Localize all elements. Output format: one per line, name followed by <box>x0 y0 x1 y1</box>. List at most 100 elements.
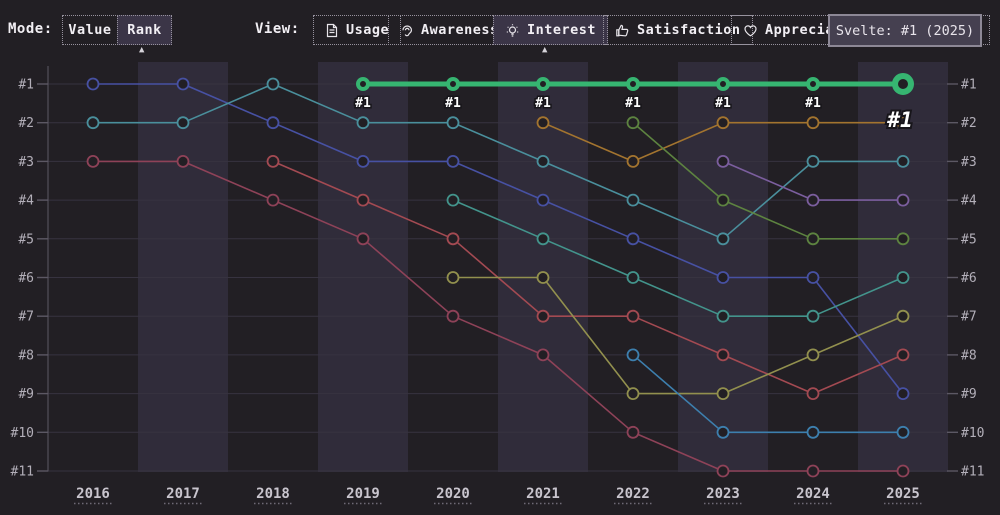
series-point-series-teal-2-2020[interactable] <box>446 193 460 207</box>
year-axis-label[interactable]: 2025 <box>886 486 920 502</box>
series-point-series-teal-2022[interactable] <box>626 193 640 207</box>
view-awareness-button[interactable]: Awareness <box>388 15 511 45</box>
series-point-series-indigo-2024[interactable] <box>806 271 820 284</box>
mode-rank-button[interactable]: Rank <box>117 15 172 45</box>
series-point-series-teal-2021[interactable] <box>536 154 550 168</box>
year-axis-label[interactable]: 2021 <box>526 486 560 502</box>
series-point-series-indigo-2021[interactable] <box>536 193 550 207</box>
series-point-series-rose-2023[interactable] <box>716 464 730 478</box>
series-point-series-red-2023[interactable] <box>716 348 730 362</box>
view-satisfaction-label: Satisfaction <box>637 22 741 38</box>
year-axis-label[interactable]: 2018 <box>256 486 290 502</box>
series-point-series-indigo-2018[interactable] <box>266 116 280 130</box>
series-point-series-orange-2022[interactable] <box>626 154 640 168</box>
view-interest-button[interactable]: Interest <box>493 15 609 45</box>
year-band <box>678 62 768 472</box>
series-point-series-purple-2023[interactable] <box>716 154 730 168</box>
series-point-svelte-2019[interactable] <box>356 77 370 91</box>
rank-axis-label-right: #1 <box>961 78 977 93</box>
series-point-series-indigo-2020[interactable] <box>446 154 460 168</box>
year-axis-label[interactable]: 2022 <box>616 486 650 502</box>
series-point-series-green-2023[interactable] <box>716 193 730 207</box>
series-point-series-olive-2021[interactable] <box>536 271 550 284</box>
series-point-series-teal-2024[interactable] <box>806 154 820 168</box>
year-axis-label[interactable]: 2017 <box>166 486 200 502</box>
series-point-series-teal-2017[interactable] <box>176 116 190 130</box>
series-point-series-teal-2019[interactable] <box>356 116 370 130</box>
series-point-series-teal-2016[interactable] <box>86 116 100 130</box>
series-point-series-teal-2-2023[interactable] <box>716 309 730 323</box>
mode-value-button[interactable]: Value <box>62 15 118 45</box>
view-usage-button[interactable]: Usage <box>313 15 402 45</box>
series-point-series-purple-2025[interactable] <box>896 193 910 207</box>
series-point-series-rose-2025[interactable] <box>896 464 910 478</box>
series-point-series-red-2021[interactable] <box>536 309 550 323</box>
series-point-svelte-2022[interactable] <box>626 77 640 91</box>
rank-axis-label-right: #10 <box>961 426 984 441</box>
series-point-series-red-2024[interactable] <box>806 387 820 401</box>
series-point-series-indigo-2019[interactable] <box>356 154 370 168</box>
series-point-series-teal-2023[interactable] <box>716 232 730 246</box>
series-point-series-teal-2-2022[interactable] <box>626 271 640 284</box>
series-point-series-orange-2024[interactable] <box>806 116 820 130</box>
series-point-series-red-2020[interactable] <box>446 232 460 246</box>
series-line-series-rose <box>92 160 904 472</box>
series-point-series-indigo-2016[interactable] <box>86 77 100 91</box>
series-point-svelte-2025[interactable] <box>892 73 914 95</box>
thumbs-up-icon <box>615 23 630 38</box>
rank-axis-label-right: #4 <box>961 194 977 209</box>
series-point-series-blue-2023[interactable] <box>716 425 730 439</box>
series-point-series-red-2022[interactable] <box>626 309 640 323</box>
series-point-series-indigo-2022[interactable] <box>626 232 640 246</box>
series-point-series-red-2018[interactable] <box>266 154 280 168</box>
series-point-series-rose-2019[interactable] <box>356 232 370 246</box>
series-point-series-rose-2017[interactable] <box>176 154 190 168</box>
view-label: View: <box>255 21 300 37</box>
series-point-series-teal-2-2021[interactable] <box>536 232 550 246</box>
series-point-series-green-2024[interactable] <box>806 232 820 246</box>
series-point-svelte-2023[interactable] <box>716 77 730 91</box>
series-point-series-purple-2024[interactable] <box>806 193 820 207</box>
series-point-series-olive-2020[interactable] <box>446 271 460 284</box>
series-point-series-green-2025[interactable] <box>896 232 910 246</box>
series-point-series-rose-2021[interactable] <box>536 348 550 362</box>
series-point-series-indigo-2017[interactable] <box>176 77 190 91</box>
series-point-series-teal-2018[interactable] <box>266 77 280 91</box>
series-point-series-rose-2024[interactable] <box>806 464 820 478</box>
view-satisfaction-button[interactable]: Satisfaction <box>603 15 753 45</box>
series-point-series-teal-2020[interactable] <box>446 116 460 130</box>
series-point-series-indigo-2023[interactable] <box>716 271 730 284</box>
year-axis-label[interactable]: 2016 <box>76 486 110 502</box>
series-point-series-olive-2022[interactable] <box>626 387 640 401</box>
series-point-series-orange-2021[interactable] <box>536 116 550 130</box>
series-point-series-olive-2024[interactable] <box>806 348 820 362</box>
rank-axis-label-left: #2 <box>18 116 34 131</box>
year-axis-label[interactable]: 2023 <box>706 486 740 502</box>
series-point-series-orange-2023[interactable] <box>716 116 730 130</box>
series-point-series-olive-2025[interactable] <box>896 309 910 323</box>
series-point-series-teal-2025[interactable] <box>896 154 910 168</box>
series-point-svelte-2024[interactable] <box>806 77 820 91</box>
series-line-series-blue <box>632 354 904 434</box>
series-point-series-indigo-2025[interactable] <box>896 387 910 401</box>
highlight-endpoint-rank-label: #1 <box>886 108 912 132</box>
series-point-series-orange-2025[interactable] <box>896 116 910 130</box>
year-axis-label[interactable]: 2020 <box>436 486 470 502</box>
series-point-series-blue-2024[interactable] <box>806 425 820 439</box>
series-point-series-red-2019[interactable] <box>356 193 370 207</box>
series-point-series-rose-2022[interactable] <box>626 425 640 439</box>
series-point-series-teal-2-2025[interactable] <box>896 271 910 284</box>
series-point-series-rose-2018[interactable] <box>266 193 280 207</box>
series-point-series-blue-2025[interactable] <box>896 425 910 439</box>
series-point-series-teal-2-2024[interactable] <box>806 309 820 323</box>
series-point-svelte-2021[interactable] <box>536 77 550 91</box>
series-point-series-blue-2022[interactable] <box>626 348 640 362</box>
series-point-series-rose-2016[interactable] <box>86 154 100 168</box>
series-point-series-green-2022[interactable] <box>626 116 640 130</box>
series-point-series-rose-2020[interactable] <box>446 309 460 323</box>
series-point-series-red-2025[interactable] <box>896 348 910 362</box>
year-axis-label[interactable]: 2024 <box>796 486 830 502</box>
year-axis-label[interactable]: 2019 <box>346 486 380 502</box>
series-point-svelte-2020[interactable] <box>446 77 460 91</box>
series-point-series-olive-2023[interactable] <box>716 387 730 401</box>
